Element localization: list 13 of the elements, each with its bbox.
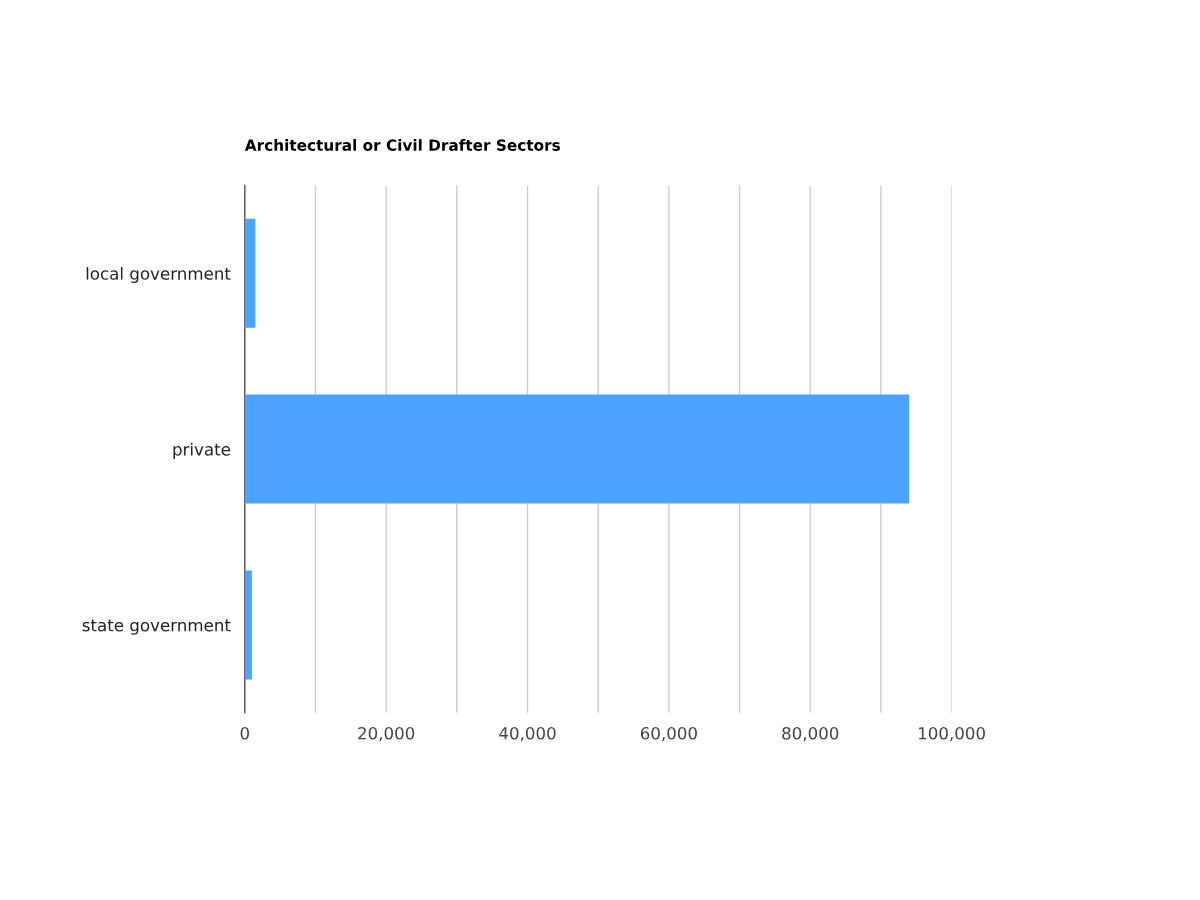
x-tick-label: 20,000 [358, 726, 415, 742]
x-tick-label: 40,000 [499, 726, 556, 742]
y-tick-label: local government [86, 266, 231, 284]
bar [244, 218, 256, 328]
bar [244, 394, 910, 504]
y-tick-label: state government [82, 619, 231, 635]
x-tick-label: 100,000 [918, 726, 985, 742]
bar [244, 570, 252, 680]
x-tick-label: 0 [240, 726, 249, 740]
x-tick-label: 80,000 [782, 726, 839, 742]
y-tick-label: private [173, 442, 231, 459]
x-tick-label: 60,000 [640, 726, 697, 742]
chart-title: Architectural or Civil Drafter Sectors [244, 139, 560, 151]
